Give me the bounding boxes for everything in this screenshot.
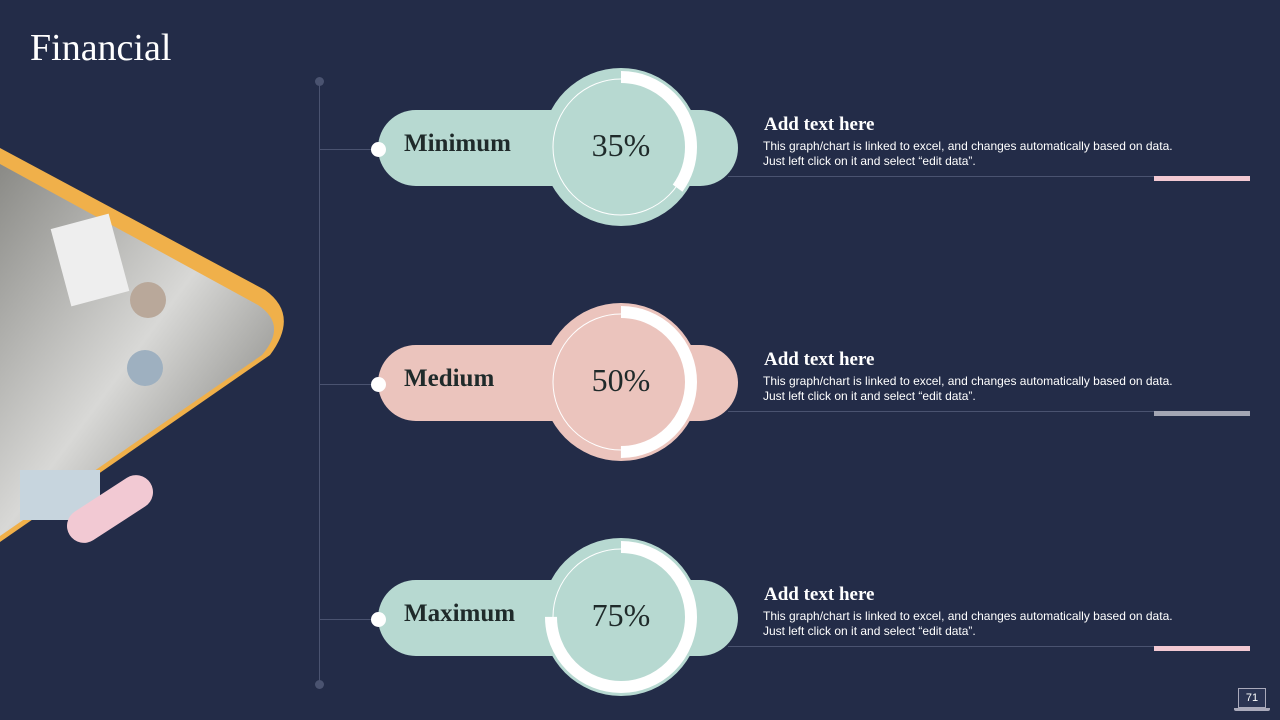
donut-gauge	[542, 303, 700, 461]
gauge-progress-arc	[545, 306, 697, 458]
underline	[728, 411, 1250, 412]
accent-bar	[1154, 411, 1250, 416]
percent-value: 50%	[591, 362, 651, 398]
percent-value: 75%	[591, 597, 651, 633]
photo-triangle	[0, 148, 284, 542]
gauge-background	[542, 538, 700, 696]
gauge-progress-arc	[545, 541, 697, 693]
pill-dot	[371, 612, 386, 627]
percent-value: 35%	[591, 127, 651, 163]
pill-dot	[371, 142, 386, 157]
item-heading: Add text here	[764, 584, 875, 605]
item-heading: Add text here	[764, 349, 875, 370]
item-description: This graph/chart is linked to excel, and…	[763, 139, 1173, 168]
pill-dot	[371, 377, 386, 392]
gauge-progress-arc	[545, 71, 697, 223]
level-label: Medium	[404, 365, 495, 392]
item-description: This graph/chart is linked to excel, and…	[763, 609, 1173, 638]
page-number: 71	[1234, 688, 1270, 711]
accent-bar	[1154, 176, 1250, 181]
slide-title: Financial	[30, 27, 172, 69]
donut-gauge	[542, 538, 700, 696]
underline	[728, 646, 1250, 647]
level-label: Minimum	[404, 130, 511, 157]
item-heading: Add text here	[764, 114, 875, 135]
connector-line	[319, 149, 379, 150]
timeline-line	[319, 81, 320, 684]
timeline-dot	[315, 77, 324, 86]
timeline-dot	[315, 680, 324, 689]
accent-bar	[1154, 646, 1250, 651]
donut-gauge	[542, 68, 700, 226]
gauge-background	[542, 68, 700, 226]
connector-line	[319, 619, 379, 620]
underline	[728, 176, 1250, 177]
gauge-background	[542, 303, 700, 461]
level-label: Maximum	[404, 600, 516, 627]
connector-line	[319, 384, 379, 385]
item-description: This graph/chart is linked to excel, and…	[763, 374, 1173, 403]
